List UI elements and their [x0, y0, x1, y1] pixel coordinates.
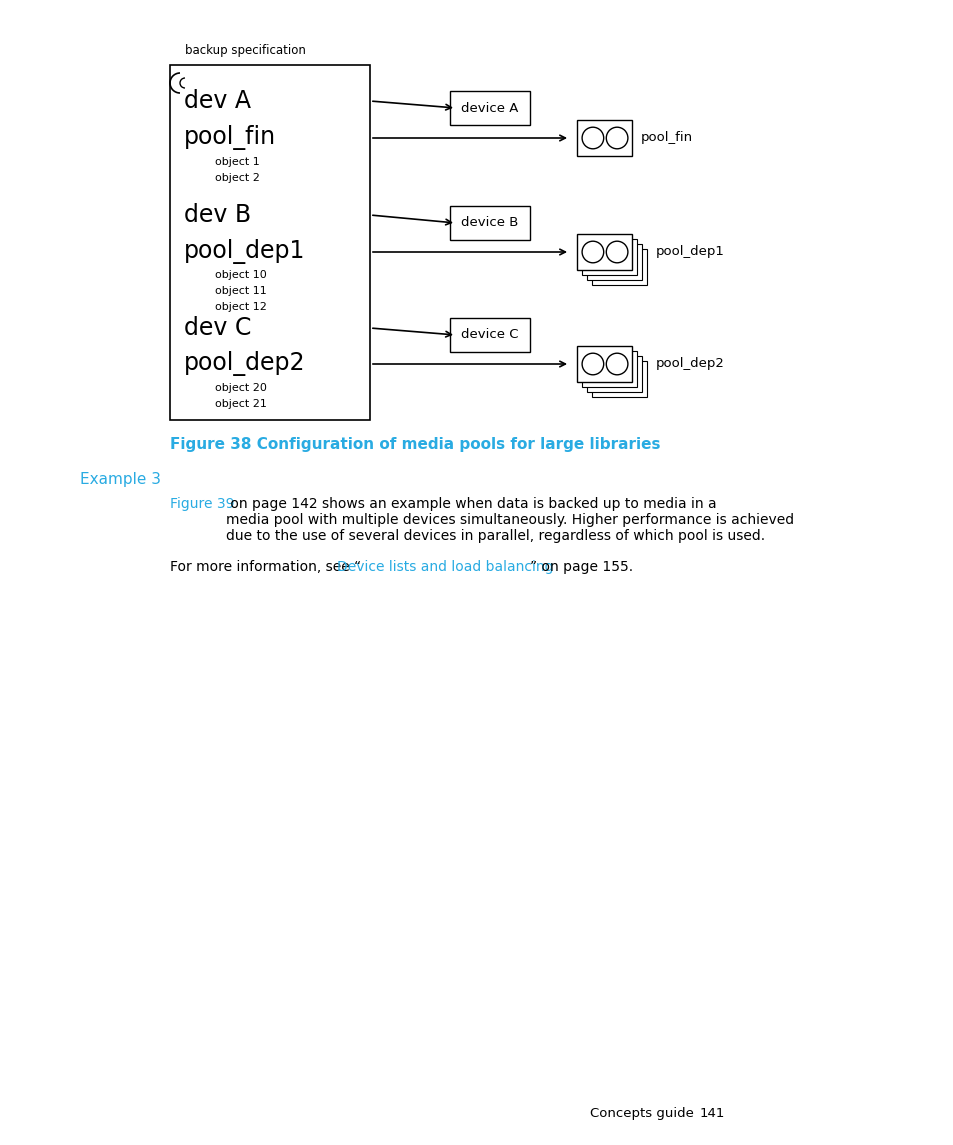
Text: object 2: object 2 [214, 173, 259, 183]
Text: Concepts guide: Concepts guide [589, 1107, 693, 1120]
Text: device A: device A [461, 102, 518, 115]
Text: object 10: object 10 [214, 270, 267, 281]
Text: Figure 38 Configuration of media pools for large libraries: Figure 38 Configuration of media pools f… [170, 437, 659, 452]
Bar [450, 206, 530, 240]
Text: pool_dep2: pool_dep2 [655, 357, 723, 371]
Text: object 1: object 1 [214, 157, 259, 167]
Bar [577, 120, 632, 156]
Circle shape [606, 242, 627, 263]
Text: Figure 39: Figure 39 [170, 497, 234, 511]
Text: For more information, see “: For more information, see “ [170, 560, 361, 574]
Bar [592, 361, 647, 397]
Bar [577, 234, 632, 270]
Text: ” on page 155.: ” on page 155. [529, 560, 632, 574]
Circle shape [581, 353, 603, 374]
Bar [587, 356, 641, 392]
Text: Device lists and load balancing: Device lists and load balancing [337, 560, 554, 574]
Text: 141: 141 [700, 1107, 724, 1120]
Bar [450, 90, 530, 125]
Text: device C: device C [460, 329, 518, 341]
Text: pool_dep1: pool_dep1 [184, 239, 305, 264]
Text: backup specification: backup specification [185, 44, 306, 57]
Text: device B: device B [461, 216, 518, 229]
Bar [450, 318, 530, 352]
Text: dev C: dev C [184, 316, 251, 340]
Bar [582, 239, 637, 275]
Text: object 20: object 20 [214, 382, 267, 393]
Text: pool_dep1: pool_dep1 [655, 245, 723, 259]
Text: object 11: object 11 [214, 286, 267, 297]
Bar [587, 244, 641, 281]
Text: dev A: dev A [184, 89, 251, 113]
Bar [577, 346, 632, 382]
Bar [170, 65, 370, 420]
Text: pool_fin: pool_fin [184, 126, 275, 150]
Text: pool_dep2: pool_dep2 [184, 352, 305, 377]
Text: Example 3: Example 3 [80, 472, 161, 487]
Text: object 12: object 12 [214, 302, 267, 311]
Circle shape [581, 127, 603, 149]
Text: on page 142 shows an example when data is backed up to media in a
media pool wit: on page 142 shows an example when data i… [226, 497, 793, 544]
Circle shape [606, 127, 627, 149]
Text: dev B: dev B [184, 203, 251, 227]
Circle shape [581, 242, 603, 263]
Text: pool_fin: pool_fin [639, 132, 692, 144]
Bar [592, 248, 647, 285]
Text: object 21: object 21 [214, 398, 267, 409]
Circle shape [606, 353, 627, 374]
Bar [582, 352, 637, 387]
